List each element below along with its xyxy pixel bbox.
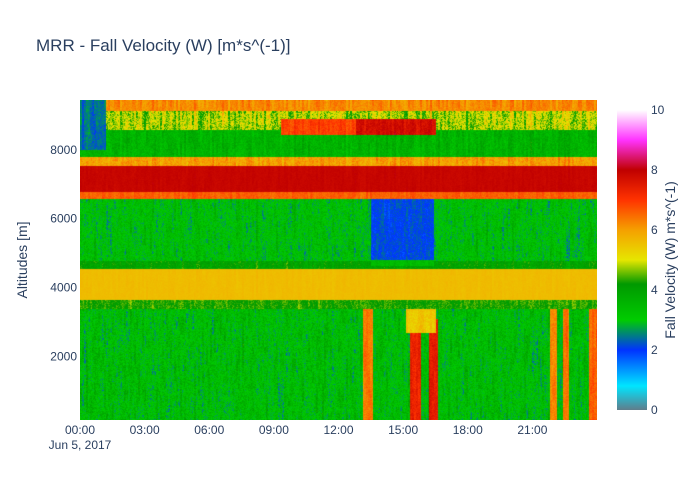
y-tick-label: 6000	[50, 212, 77, 226]
heatmap-area	[80, 100, 597, 420]
colorbar-title: Fall Velocity (W) m*s^(-1)	[662, 181, 678, 338]
colorbar	[617, 110, 647, 410]
chart-title: MRR - Fall Velocity (W) [m*s^(-1)]	[36, 36, 290, 55]
y-tick-label: 2000	[50, 349, 77, 363]
y-tick-label: 8000	[50, 143, 77, 157]
colorbar-tick-label: 8	[651, 163, 658, 177]
y-axis-title: Altitudes [m]	[14, 221, 30, 298]
colorbar-tick-label: 0	[651, 403, 658, 417]
colorbar-ticks: 0 2 4 6 8 10	[651, 103, 665, 417]
x-axis-date-label: Jun 5, 2017	[49, 438, 112, 452]
x-axis-ticks: 00:00 03:00 06:00 09:00 12:00 15:00 18:00 21:00	[65, 423, 548, 437]
colorbar-tick-label: 6	[651, 223, 658, 237]
y-tick-label: 4000	[50, 281, 77, 295]
x-tick-label: 12:00	[323, 423, 353, 437]
x-tick-label: 15:00	[388, 423, 418, 437]
colorbar-tick-label: 2	[651, 343, 658, 357]
y-axis-ticks: 2000 4000 6000 8000	[50, 143, 77, 363]
x-tick-label: 21:00	[517, 423, 547, 437]
x-tick-label: 09:00	[259, 423, 289, 437]
x-tick-label: 00:00	[65, 423, 95, 437]
x-tick-label: 06:00	[194, 423, 224, 437]
colorbar-tick-label: 4	[651, 283, 658, 297]
heatmap-image	[80, 100, 597, 420]
colorbar-tick-label: 10	[651, 103, 665, 117]
x-tick-label: 03:00	[130, 423, 160, 437]
x-tick-label: 18:00	[453, 423, 483, 437]
